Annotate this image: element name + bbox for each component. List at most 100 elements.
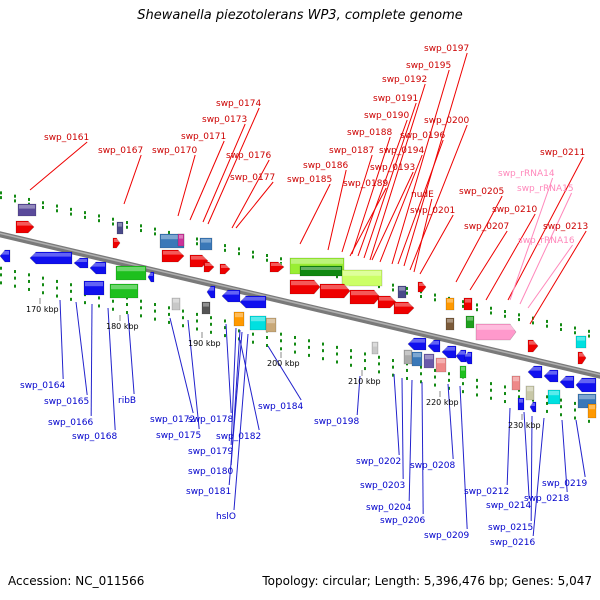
reverse-gene-label: swp_0219	[542, 479, 587, 489]
gene-feature-shine	[149, 273, 153, 276]
gene-feature-shine	[111, 285, 137, 290]
gene-feature	[411, 351, 423, 367]
gene-feature-shine	[19, 205, 35, 209]
reverse-gene-label: hslO	[216, 512, 236, 522]
row-dot	[490, 382, 492, 386]
row-dot	[42, 291, 44, 295]
label-leader	[349, 187, 387, 257]
forward-gene-label: swp_0193	[370, 163, 415, 173]
gene-feature	[29, 251, 73, 265]
ruler-label: 200 kbp	[267, 359, 300, 368]
gene-feature	[463, 297, 473, 311]
gene-feature	[377, 295, 397, 309]
label-leader	[403, 52, 468, 267]
gene-feature-shine	[251, 317, 265, 322]
gene-feature	[397, 285, 407, 299]
row-dot	[196, 242, 198, 246]
gene-feature-shine	[405, 351, 411, 356]
gene-feature	[203, 261, 215, 273]
row-dot	[98, 214, 100, 218]
row-dot	[532, 321, 534, 325]
forward-gene-label: swp_0187	[329, 146, 374, 156]
gene-feature	[239, 295, 267, 309]
gene-feature-shine	[465, 353, 471, 357]
gene-feature-shine	[173, 299, 179, 303]
row-dot	[70, 283, 72, 287]
map-title: Shewanella piezotolerans WP3, complete g…	[137, 8, 463, 23]
gene-feature	[587, 403, 597, 419]
label-leader	[189, 140, 225, 221]
rrna-gene-label: swp_rRNA16	[518, 236, 575, 246]
row-dot	[252, 340, 254, 344]
row-dot	[476, 308, 478, 312]
row-dot	[462, 300, 464, 304]
gene-feature	[221, 289, 241, 303]
row-dot	[336, 360, 338, 364]
gene-feature-shine	[221, 265, 229, 268]
row-dot	[224, 334, 226, 338]
label-leader	[233, 333, 249, 511]
gene-feature-shine	[399, 287, 405, 291]
gene-feature-shine	[465, 299, 471, 303]
label-leader	[231, 159, 270, 229]
row-dot	[434, 383, 436, 387]
gene-feature-shine	[561, 377, 573, 381]
row-dot	[210, 322, 212, 326]
row-dot	[112, 307, 114, 311]
label-leader	[230, 327, 237, 446]
forward-gene-label: swp_0211	[540, 148, 585, 158]
row-dot	[168, 312, 170, 316]
reverse-gene-label: swp_0214	[486, 501, 531, 511]
forward-gene-label: swp_0170	[152, 146, 197, 156]
forward-gene-label: swp_0174	[216, 99, 261, 109]
gene-feature	[371, 341, 379, 355]
gene-feature	[89, 261, 107, 275]
row-dot	[98, 296, 100, 300]
row-dot	[224, 319, 226, 323]
backbone-highlight	[0, 232, 600, 376]
row-dot	[420, 295, 422, 298]
ruler-label: 220 kbp	[426, 398, 459, 407]
gene-feature-shine	[447, 319, 453, 323]
label-leader	[421, 381, 424, 515]
forward-gene-label: swp_0173	[202, 115, 247, 125]
label-leader	[228, 331, 243, 486]
gene-feature-shine	[75, 259, 87, 262]
label-leader	[379, 154, 423, 263]
row-dot	[196, 237, 198, 241]
gene-feature-shine	[447, 299, 453, 303]
forward-gene-label: swp_0205	[459, 187, 504, 197]
row-dot	[0, 266, 2, 270]
row-dot	[154, 303, 156, 307]
reverse-gene-label: swp_0165	[44, 397, 89, 407]
gene-feature	[112, 237, 121, 249]
label-leader	[393, 373, 400, 456]
row-dot	[322, 342, 324, 346]
row-dot	[308, 345, 310, 349]
row-dot	[182, 324, 184, 328]
label-leader	[107, 307, 116, 431]
gene-feature-shine	[437, 359, 445, 364]
label-leader	[299, 183, 331, 245]
gene-feature	[265, 317, 277, 333]
label-leader	[351, 136, 391, 255]
forward-gene-label: swp_0195	[406, 61, 451, 71]
label-leader	[561, 419, 568, 493]
row-dot	[518, 395, 520, 399]
row-dot	[350, 355, 352, 359]
row-dot	[378, 355, 380, 359]
gene-feature	[547, 389, 561, 405]
gene-feature-shine	[379, 297, 395, 301]
row-dot	[308, 339, 310, 343]
row-dot	[336, 345, 338, 349]
row-dot	[518, 318, 520, 322]
gene-feature	[559, 375, 575, 389]
row-dot	[574, 408, 576, 412]
row-dot	[56, 209, 58, 213]
label-leader	[207, 107, 260, 225]
gene-feature-shine	[201, 239, 211, 243]
ruler-label: 230 kbp	[508, 421, 541, 430]
forward-gene-label: swp_0192	[382, 75, 427, 85]
row-dot	[560, 413, 562, 417]
label-leader	[169, 317, 194, 414]
